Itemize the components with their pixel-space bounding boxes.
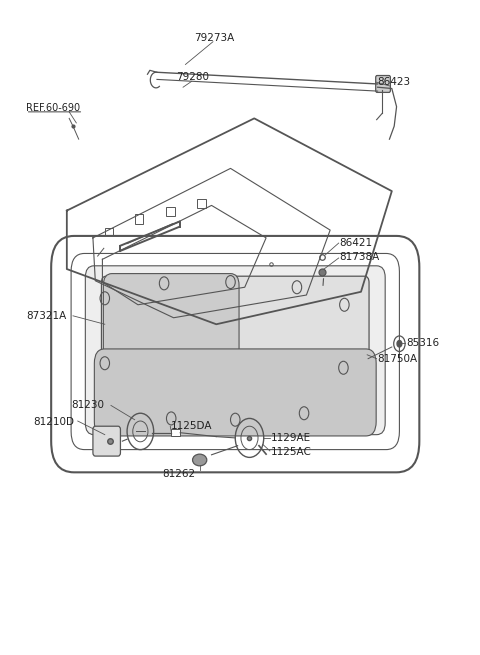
Text: 1125DA: 1125DA [171,421,213,431]
Bar [167,207,175,215]
Text: 79280: 79280 [176,72,209,82]
Text: 81230: 81230 [72,400,105,411]
Text: 81210D: 81210D [34,417,74,426]
Text: 86423: 86423 [378,77,411,87]
Text: 81738A: 81738A [340,252,380,263]
Text: 81262: 81262 [162,469,195,479]
Text: 1129AE: 1129AE [271,433,311,443]
FancyBboxPatch shape [95,349,376,436]
Text: REF.60-690: REF.60-690 [25,103,80,113]
FancyBboxPatch shape [85,266,385,435]
Text: 81750A: 81750A [378,354,418,364]
Bar [135,214,143,223]
Circle shape [397,341,402,347]
Bar [197,199,206,208]
Bar [105,228,113,237]
Text: 1125AC: 1125AC [271,447,312,457]
Ellipse shape [192,454,207,466]
Bar [171,430,180,436]
Text: 79273A: 79273A [194,33,234,43]
FancyBboxPatch shape [101,276,369,421]
FancyBboxPatch shape [376,75,390,92]
Text: 85316: 85316 [406,338,439,348]
FancyBboxPatch shape [51,236,420,472]
FancyBboxPatch shape [71,253,399,449]
Text: 86421: 86421 [340,238,373,248]
FancyBboxPatch shape [93,426,120,456]
Text: 87321A: 87321A [26,311,67,321]
FancyBboxPatch shape [103,274,239,368]
